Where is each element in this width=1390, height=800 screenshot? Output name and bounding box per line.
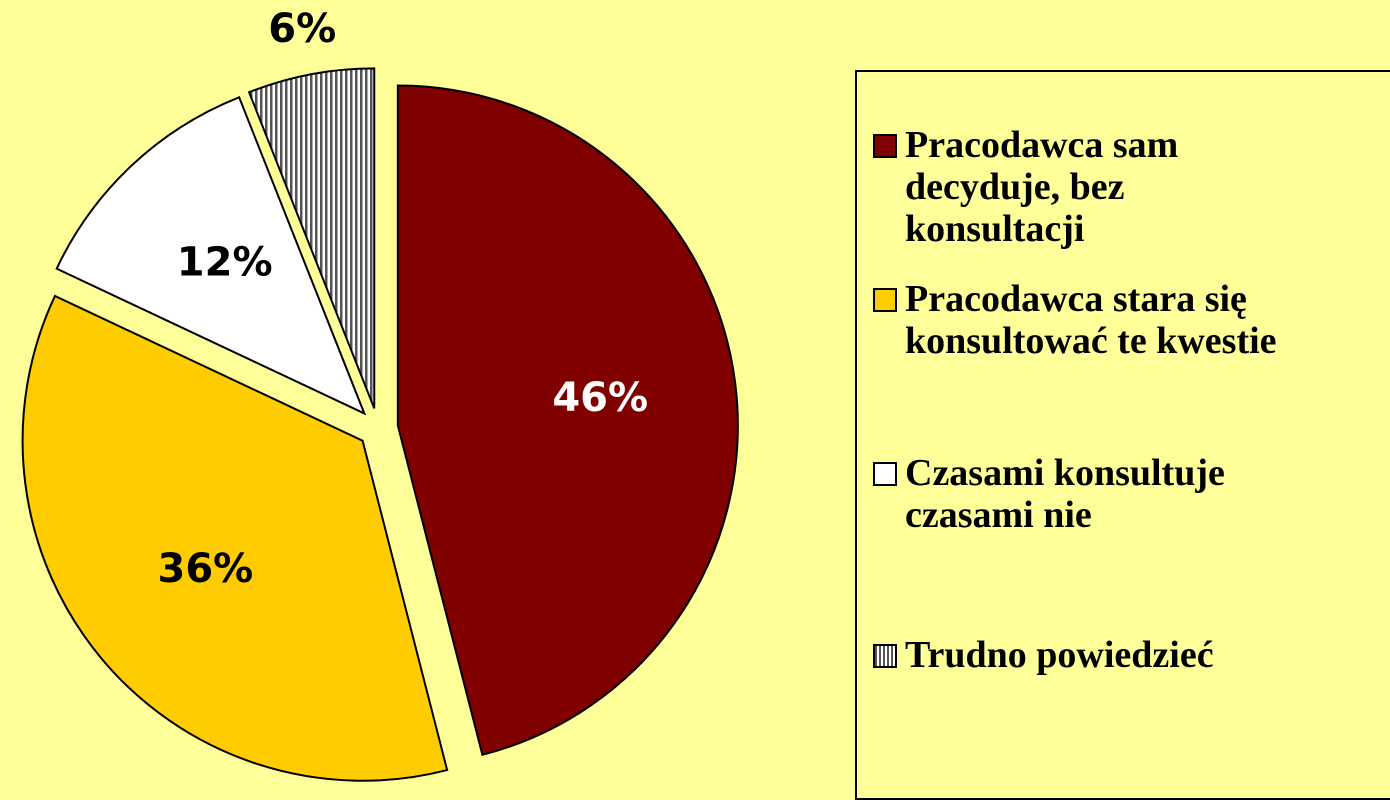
legend-item: Trudno powiedzieć: [873, 634, 1385, 676]
legend-swatch: [873, 134, 897, 158]
data-label: 6%: [268, 6, 336, 52]
legend-label: Pracodawca stara się konsultować te kwes…: [905, 278, 1277, 362]
page: 46% 36% 12% 6% Pracodawca sam decyduje, bez…: [21, 5, 1390, 800]
data-label: 46%: [552, 375, 648, 421]
legend-swatch: [873, 288, 897, 312]
pie-slice: [247, 67, 376, 409]
legend-swatch: [873, 462, 897, 486]
pie-slice: [21, 294, 449, 782]
legend-label: Trudno powiedzieć: [905, 634, 1214, 676]
chart: 46% 36% 12% 6%: [21, 6, 739, 782]
legend-item: Czasami konsultuje czasami nie: [873, 452, 1305, 536]
legend-item: Pracodawca sam decyduje, bez konsultacji: [873, 124, 1235, 250]
legend-label: Czasami konsultuje czasami nie: [905, 452, 1225, 536]
pie-slice: [396, 84, 739, 757]
pie-slice: [55, 95, 367, 416]
data-label: 36%: [158, 546, 254, 592]
legend-swatch: [873, 644, 897, 668]
legend-item: Pracodawca stara się konsultować te kwes…: [873, 278, 1385, 362]
legend-label: Pracodawca sam decyduje, bez konsultacji: [905, 124, 1179, 250]
data-label: 12%: [177, 240, 273, 286]
legend: Pracodawca sam decyduje, bez konsultacji…: [855, 70, 1390, 800]
